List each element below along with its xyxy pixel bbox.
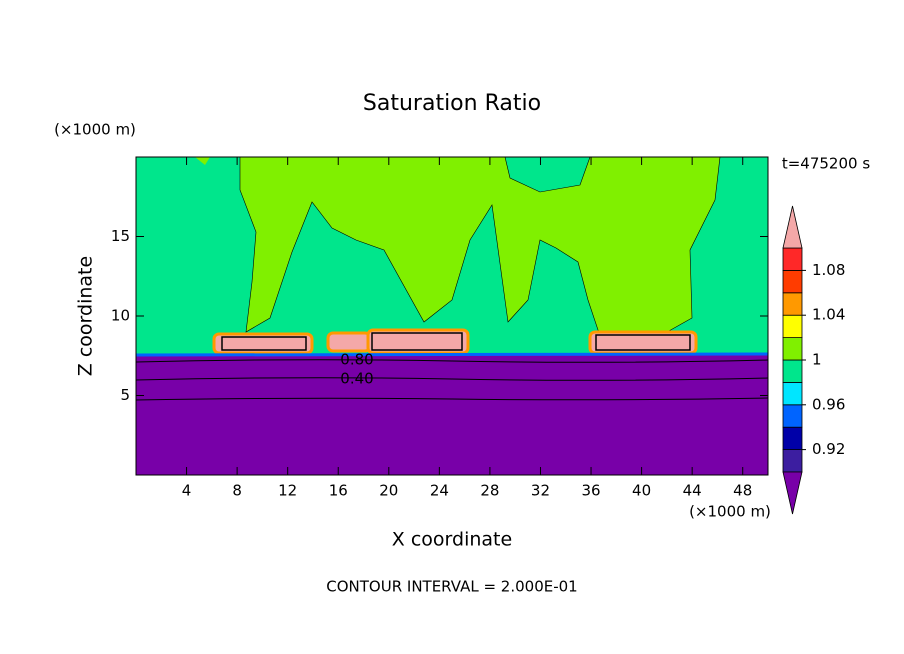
colorbar-bin	[782, 314, 803, 339]
blue-band	[135, 352, 769, 357]
contour-line	[135, 377, 769, 381]
x-tick-label: 40	[632, 482, 651, 500]
x-tick-label: 12	[278, 482, 297, 500]
contour-label: 0.80	[340, 351, 373, 369]
patch	[195, 157, 210, 165]
colorbar-bin	[782, 426, 803, 451]
contour-label: 0.40	[340, 370, 373, 388]
y-axis-title: Z coordinate	[75, 256, 97, 376]
footer: CONTOUR INTERVAL = 2.000E-01	[326, 578, 577, 596]
x-tick-label: 28	[480, 482, 499, 500]
x-tick-label: 36	[581, 482, 600, 500]
contour-line	[221, 336, 307, 351]
contour-line	[135, 397, 769, 401]
y-tick-label: 10	[111, 307, 130, 325]
y-unit: (×1000 m)	[54, 121, 136, 139]
contour-line	[595, 334, 691, 351]
colorbar-label: 0.92	[812, 440, 845, 458]
colorbar-label: 0.96	[812, 395, 845, 413]
contour-line	[135, 359, 769, 363]
y-tick-label: 15	[111, 227, 130, 245]
chart-title: Saturation Ratio	[363, 91, 541, 116]
pink-region	[212, 332, 314, 355]
x-unit: (×1000 m)	[689, 503, 771, 521]
colorbar-label: 1.04	[812, 306, 845, 324]
x-tick-label: 4	[182, 482, 192, 500]
purple-region	[136, 354, 768, 475]
x-tick-label: 24	[430, 482, 449, 500]
colorbar-over	[782, 205, 803, 249]
colorbar-bin	[782, 269, 803, 294]
x-tick-label: 16	[329, 482, 348, 500]
x-tick-label: 48	[733, 482, 752, 500]
colorbar-bin	[782, 449, 803, 473]
colorbar-bin	[782, 381, 803, 406]
colorbar-label: 1	[812, 351, 822, 369]
x-tick-label: 20	[379, 482, 398, 500]
field	[135, 156, 769, 475]
colorbar-bin	[782, 247, 803, 271]
plume	[239, 156, 721, 337]
colorbar-bin	[782, 292, 803, 316]
colorbar-label: 1.08	[812, 261, 845, 279]
contour-line	[371, 332, 463, 351]
pink-region	[326, 331, 372, 353]
colorbar-under	[782, 471, 803, 515]
x-tick-label: 44	[683, 482, 702, 500]
time-label: t=475200 s	[782, 155, 870, 173]
colorbar-bin	[782, 359, 803, 383]
x-tick-label: 32	[531, 482, 550, 500]
y-tick-label: 5	[120, 386, 130, 404]
x-tick-label: 8	[232, 482, 242, 500]
colorbar-bin	[782, 337, 803, 361]
pink-region	[366, 328, 470, 355]
colorbar-bin	[782, 404, 803, 428]
x-axis-title: X coordinate	[392, 529, 512, 551]
